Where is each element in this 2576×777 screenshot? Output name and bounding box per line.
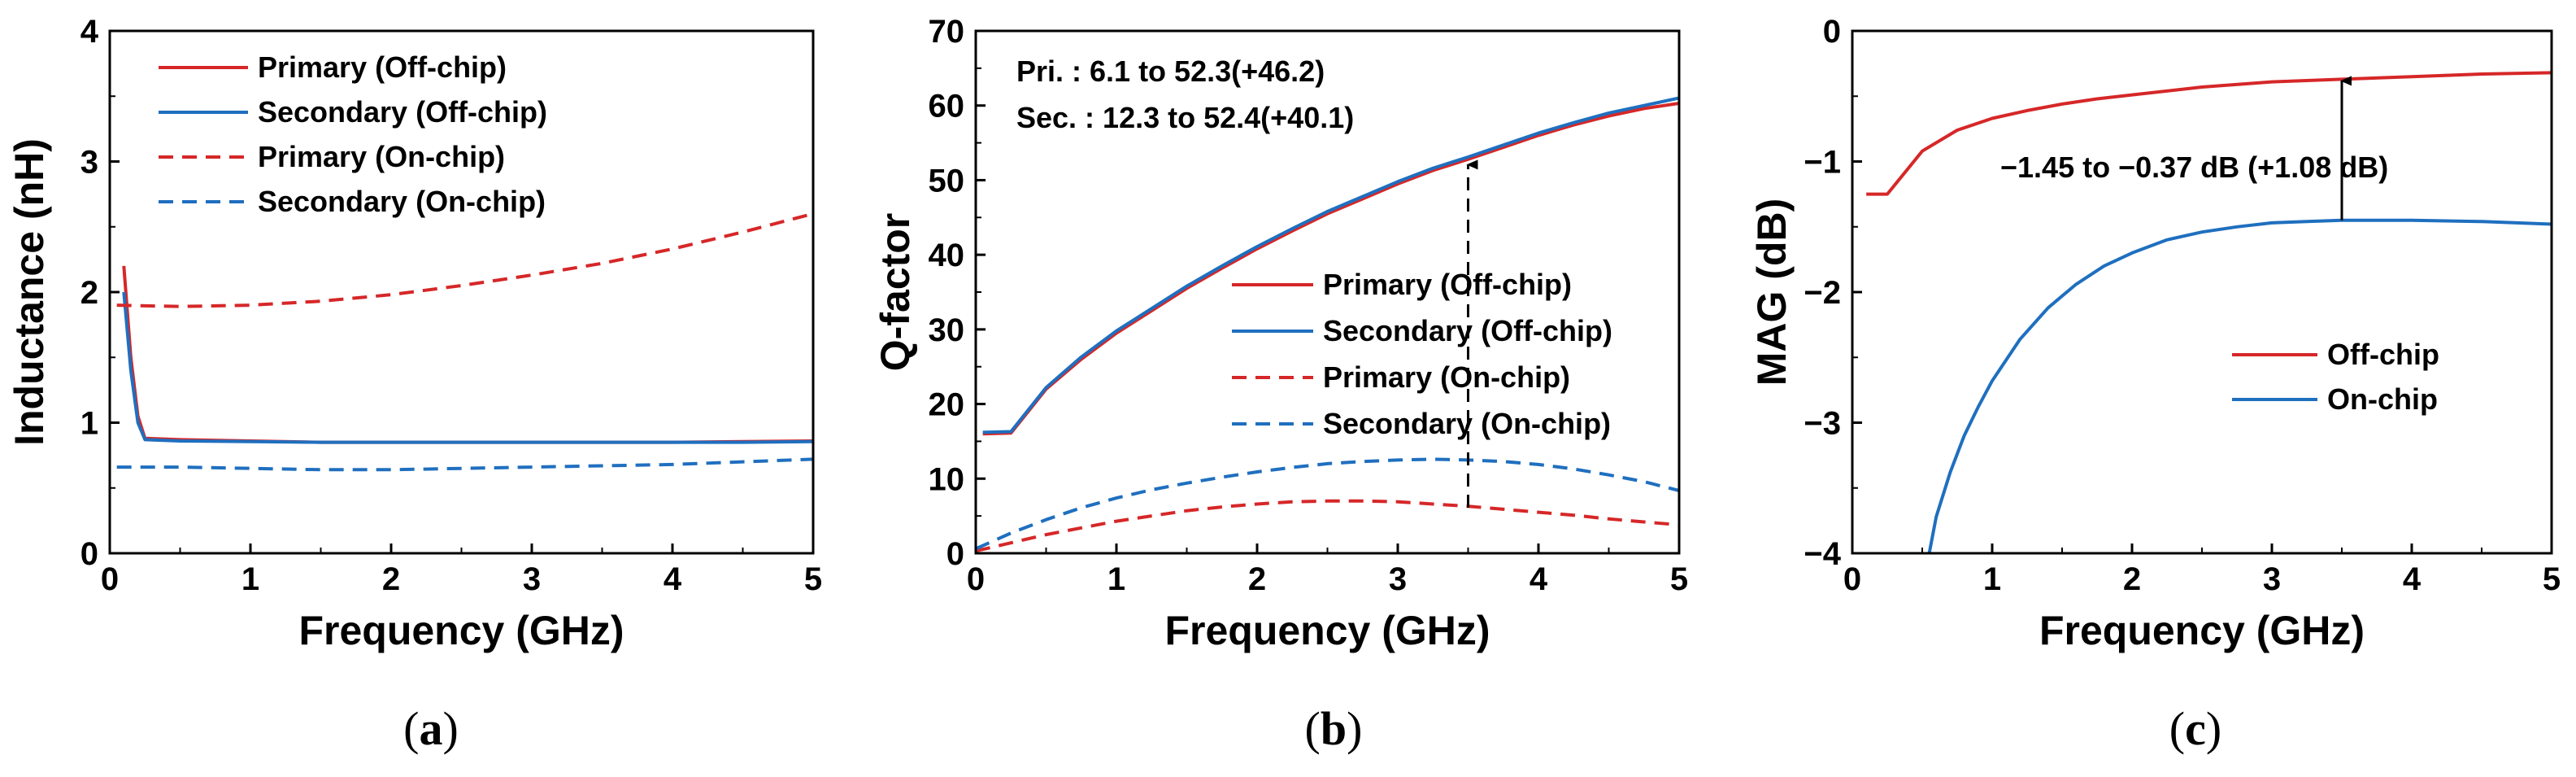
y-tick-label: 3 bbox=[80, 145, 98, 181]
series-line-secondary-off-chip- bbox=[122, 291, 813, 444]
series-line-primary-off-chip- bbox=[122, 265, 813, 444]
annotation-text: Sec. : 12.3 to 52.4(+40.1) bbox=[1016, 101, 1354, 134]
x-tick-label: 1 bbox=[242, 561, 259, 597]
x-axis-label: Frequency (GHz) bbox=[1164, 608, 1490, 653]
x-tick-label: 2 bbox=[2123, 561, 2141, 597]
y-tick-label: 0 bbox=[1823, 14, 1841, 50]
series-line-primary-on-chip- bbox=[116, 212, 813, 308]
x-tick-label: 4 bbox=[664, 561, 682, 597]
series-line-primary-on-chip- bbox=[976, 499, 1679, 553]
x-axis-label: Frequency (GHz) bbox=[2039, 608, 2365, 653]
panel-label: (a) bbox=[403, 702, 459, 755]
x-tick-label: 2 bbox=[382, 561, 400, 597]
series-line-secondary-on-chip- bbox=[116, 457, 813, 472]
panel-label: (c) bbox=[2169, 702, 2221, 755]
x-tick-label: 0 bbox=[101, 561, 119, 597]
y-tick-label: 50 bbox=[929, 163, 965, 199]
x-tick-label: 1 bbox=[1107, 561, 1125, 597]
legend-entry: Primary (Off-chip) bbox=[1323, 268, 1572, 301]
y-tick-label: 20 bbox=[929, 387, 965, 423]
x-tick-label: 1 bbox=[1983, 561, 2001, 597]
x-tick-label: 0 bbox=[1843, 561, 1861, 597]
y-tick-label: −4 bbox=[1804, 536, 1841, 572]
x-tick-label: 0 bbox=[967, 561, 985, 597]
chart-panel-a: 0 1 2 3 4 5 0 1 2 3 4 Frequency (GHz) Inductance (nH… bbox=[7, 14, 822, 755]
x-tick-label: 5 bbox=[1670, 561, 1688, 597]
y-tick-label: −2 bbox=[1804, 275, 1841, 311]
x-tick-label: 5 bbox=[804, 561, 822, 597]
legend-entry: Secondary (Off-chip) bbox=[258, 95, 547, 129]
chart-panel-c: 0 1 2 3 4 5 −4 −3 −2 −1 0 Frequency (GHz) MAG (dB) Of… bbox=[1749, 14, 2561, 755]
y-axis-label: Inductance (nH) bbox=[7, 138, 52, 446]
panel-label: (b) bbox=[1305, 702, 1363, 755]
x-tick-label: 3 bbox=[523, 561, 541, 597]
x-tick-label: 4 bbox=[1530, 561, 1548, 597]
series-line-primary-off-chip- bbox=[982, 102, 1679, 436]
series-line-on-chip bbox=[1927, 218, 2552, 553]
y-tick-label: 2 bbox=[80, 275, 98, 311]
x-axis-label: Frequency (GHz) bbox=[298, 608, 624, 653]
legend-entry: Secondary (On-chip) bbox=[258, 185, 546, 218]
y-tick-label: 0 bbox=[946, 536, 964, 572]
y-tick-label: −3 bbox=[1804, 406, 1841, 442]
y-axis-label: Q-factor bbox=[872, 213, 918, 371]
y-tick-label: 40 bbox=[929, 238, 965, 273]
y-axis-label: MAG (dB) bbox=[1749, 199, 1795, 386]
y-tick-label: 4 bbox=[80, 14, 99, 50]
annotation-text: Pri. : 6.1 to 52.3(+46.2) bbox=[1016, 55, 1325, 88]
y-tick-label: 60 bbox=[929, 89, 965, 124]
y-tick-label: 10 bbox=[929, 461, 965, 497]
y-tick-label: −1 bbox=[1804, 145, 1841, 181]
x-tick-label: 3 bbox=[2263, 561, 2281, 597]
y-tick-label: 70 bbox=[929, 14, 965, 50]
y-tick-label: 30 bbox=[929, 312, 965, 348]
legend-entry: Primary (Off-chip) bbox=[258, 50, 507, 84]
annotation-text: −1.45 to −0.37 dB (+1.08 dB) bbox=[2000, 151, 2388, 184]
axes-frame bbox=[1851, 29, 2553, 555]
legend-entry: Primary (On-chip) bbox=[258, 140, 505, 173]
series-line-secondary-off-chip- bbox=[982, 96, 1679, 434]
x-tick-label: 2 bbox=[1248, 561, 1266, 597]
series-line-secondary-on-chip- bbox=[976, 457, 1679, 551]
series-line-off-chip bbox=[1866, 71, 2552, 196]
y-tick-label: 0 bbox=[80, 536, 98, 572]
x-tick-label: 5 bbox=[2543, 561, 2561, 597]
x-tick-label: 3 bbox=[1389, 561, 1407, 597]
x-tick-label: 4 bbox=[2403, 561, 2422, 597]
legend-entry: Off-chip bbox=[2327, 338, 2439, 371]
legend-entry: Primary (On-chip) bbox=[1323, 360, 1570, 394]
y-tick-label: 1 bbox=[80, 406, 98, 442]
legend-entry: On-chip bbox=[2327, 382, 2438, 416]
